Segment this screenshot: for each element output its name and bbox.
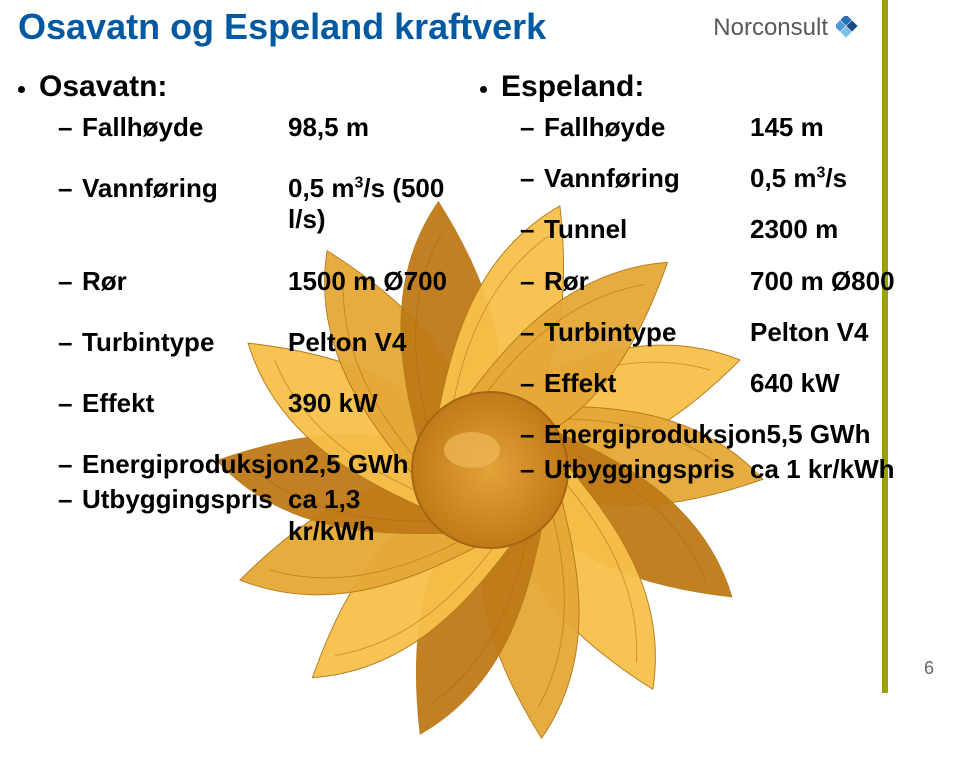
spec-label: Vannføring bbox=[544, 163, 750, 194]
spec-value: 700 m Ø800 bbox=[750, 266, 910, 297]
left-heading: Osavatn: bbox=[39, 70, 167, 104]
spec-label: Effekt bbox=[544, 368, 750, 399]
spec-label: Rør bbox=[82, 266, 288, 297]
spec-value: 640 kW bbox=[750, 368, 910, 399]
page-number: 6 bbox=[924, 658, 934, 679]
dash-bullet: – bbox=[520, 266, 544, 297]
left-items: –Fallhøyde98,5 m–Vannføring0,5 m3/s (500… bbox=[18, 112, 448, 547]
spec-label: Utbyggingspris bbox=[82, 484, 288, 515]
spec-label: Turbintype bbox=[544, 317, 750, 348]
spec-label: Effekt bbox=[82, 388, 288, 419]
spec-label: Energiproduksjon bbox=[544, 419, 766, 450]
spec-row: –TurbintypePelton V4 bbox=[58, 327, 448, 358]
spec-row: –Rør1500 m Ø700 bbox=[58, 266, 448, 297]
dash-bullet: – bbox=[58, 266, 82, 297]
dash-bullet: – bbox=[520, 317, 544, 348]
dash-bullet: – bbox=[58, 112, 82, 143]
dash-bullet: – bbox=[58, 173, 82, 204]
spec-row: –Energiproduksjon5,5 GWh bbox=[520, 419, 910, 450]
dash-bullet: – bbox=[58, 484, 82, 515]
spec-row: –Vannføring0,5 m3/s (500 l/s) bbox=[58, 173, 448, 235]
spec-row: –Effekt640 kW bbox=[520, 368, 910, 399]
dash-bullet: – bbox=[58, 388, 82, 419]
right-heading: Espeland: bbox=[501, 70, 644, 104]
spec-value: 145 m bbox=[750, 112, 910, 143]
brand-logo: Norconsult bbox=[713, 14, 860, 42]
dash-bullet: – bbox=[520, 454, 544, 485]
spec-row: –Energiproduksjon2,5 GWh bbox=[58, 449, 448, 480]
dash-bullet: – bbox=[520, 419, 544, 450]
spec-value: 98,5 m bbox=[288, 112, 448, 143]
spec-row: –Utbyggingsprisca 1 kr/kWh bbox=[520, 454, 910, 485]
spec-value: 2300 m bbox=[750, 214, 910, 245]
spec-label: Tunnel bbox=[544, 214, 750, 245]
brand-diamond-icon bbox=[836, 16, 860, 40]
spec-row: –Fallhøyde145 m bbox=[520, 112, 910, 143]
spec-row: –Effekt390 kW bbox=[58, 388, 448, 419]
dash-bullet: – bbox=[520, 214, 544, 245]
spec-label: Fallhøyde bbox=[82, 112, 288, 143]
left-column: Osavatn: –Fallhøyde98,5 m–Vannføring0,5 … bbox=[18, 70, 448, 551]
spec-value: Pelton V4 bbox=[288, 327, 448, 358]
right-items: –Fallhøyde145 m–Vannføring0,5 m3/s–Tunne… bbox=[480, 112, 910, 486]
spec-value: ca 1 kr/kWh bbox=[750, 454, 910, 485]
spec-row: –Tunnel2300 m bbox=[520, 214, 910, 245]
spec-row: –Utbyggingsprisca 1,3 kr/kWh bbox=[58, 484, 448, 546]
right-column: Espeland: –Fallhøyde145 m–Vannføring0,5 … bbox=[480, 70, 910, 490]
spec-row: –Rør700 m Ø800 bbox=[520, 266, 910, 297]
dash-bullet: – bbox=[520, 368, 544, 399]
spec-label: Energiproduksjon bbox=[82, 449, 304, 480]
spec-row: –Fallhøyde98,5 m bbox=[58, 112, 448, 143]
dash-bullet: – bbox=[520, 112, 544, 143]
spec-value: 0,5 m3/s bbox=[750, 163, 910, 194]
spec-row: –Vannføring0,5 m3/s bbox=[520, 163, 910, 194]
spec-row: –TurbintypePelton V4 bbox=[520, 317, 910, 348]
spec-value: 2,5 GWh bbox=[304, 449, 448, 480]
spec-label: Fallhøyde bbox=[544, 112, 750, 143]
spec-value: ca 1,3 kr/kWh bbox=[288, 484, 448, 546]
dash-bullet: – bbox=[58, 449, 82, 480]
spec-label: Rør bbox=[544, 266, 750, 297]
spec-value: 0,5 m3/s (500 l/s) bbox=[288, 173, 448, 235]
slide-title: Osavatn og Espeland kraftverk bbox=[18, 6, 546, 48]
spec-label: Turbintype bbox=[82, 327, 288, 358]
bullet-dot bbox=[18, 86, 25, 93]
dash-bullet: – bbox=[520, 163, 544, 194]
brand-name: Norconsult bbox=[713, 14, 828, 42]
bullet-dot bbox=[480, 86, 487, 93]
dash-bullet: – bbox=[58, 327, 82, 358]
spec-value: 1500 m Ø700 bbox=[288, 266, 448, 297]
spec-value: Pelton V4 bbox=[750, 317, 910, 348]
spec-label: Vannføring bbox=[82, 173, 288, 204]
spec-value: 5,5 GWh bbox=[766, 419, 910, 450]
spec-label: Utbyggingspris bbox=[544, 454, 750, 485]
spec-value: 390 kW bbox=[288, 388, 448, 419]
